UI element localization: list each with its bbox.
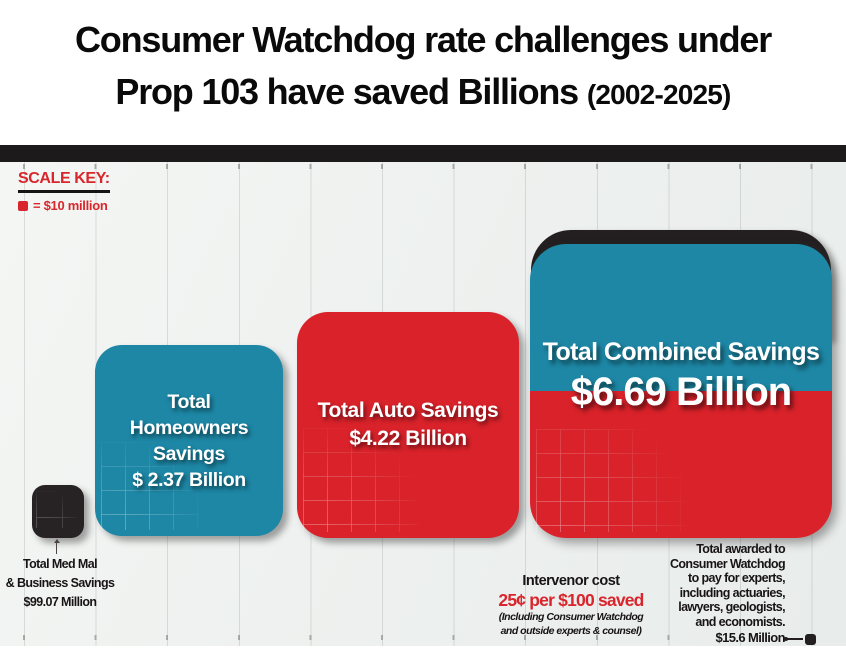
square-auto: Total Auto Savings $4.22 Billion	[297, 312, 519, 538]
auto-label-line: Total Auto Savings	[317, 399, 499, 422]
mini-square-icon	[805, 634, 816, 646]
combined-teal-segment	[530, 244, 832, 391]
awarded-note-line: and economists.	[695, 614, 785, 629]
combined-label: Total Combined Savings $6.69 Billion	[530, 336, 832, 416]
scale-key-unit: = $10 million	[33, 198, 108, 213]
grid-pattern	[536, 429, 703, 532]
combined-body	[530, 244, 832, 538]
awarded-amount-row: $15.6 Million	[625, 629, 816, 646]
leader-arrow	[53, 539, 60, 554]
square-combined: Total Combined Savings $6.69 Billion	[530, 230, 832, 538]
chart-area: SCALE KEY: = $10 million Total Med Mal &…	[0, 162, 846, 646]
grid-pattern	[303, 428, 419, 532]
med-mal-label-line: Total Med Mal	[23, 557, 98, 571]
page-title-line-2: Prop 103 have saved Billions (2002-2025)	[0, 66, 846, 121]
scale-swatch-icon	[18, 200, 28, 211]
awarded-note: Total awarded to Consumer Watchdog to pa…	[625, 542, 816, 646]
axis-ticks-top	[0, 164, 846, 169]
scale-key-title: SCALE KEY:	[18, 170, 110, 193]
auto-label: Total Auto Savings $4.22 Billion	[297, 312, 519, 538]
awarded-note-line: to pay for experts,	[688, 571, 786, 586]
page-title-line-2-main: Prop 103 have saved Billions	[115, 71, 579, 112]
intervenor-highlight: 25¢ per $100 saved	[498, 590, 644, 610]
page-title-line-1: Consumer Watchdog rate challenges under	[75, 19, 772, 60]
axis-ticks-bottom	[0, 635, 846, 640]
grid-pattern	[101, 442, 199, 530]
square-homeowners: Total Homeowners Savings $ 2.37 Billion	[95, 345, 283, 536]
combined-label-line: Total Combined Savings	[542, 338, 820, 366]
combined-value: $6.69 Billion	[570, 370, 792, 414]
med-mal-label: Total Med Mal & Business Savings $99.07 …	[0, 555, 123, 612]
awarded-note-line: including actuaries,	[679, 585, 786, 600]
scale-key-row: = $10 million	[18, 198, 110, 213]
intervenor-note-line: (Including Consumer Watchdog	[498, 611, 644, 623]
page-title-period: (2002-2025)	[586, 79, 732, 110]
pointer-line	[784, 637, 803, 642]
med-mal-label-line: & Business Savings	[5, 576, 115, 590]
divider-bar	[0, 145, 846, 162]
homeowners-label: Total Homeowners Savings $ 2.37 Billion	[95, 345, 283, 536]
med-mal-label-line: $99.07 Million	[23, 595, 97, 609]
intervenor-note: Intervenor cost 25¢ per $100 saved (Incl…	[471, 573, 671, 638]
homeowners-label-line: Homeowners	[129, 416, 249, 439]
title-block: Consumer Watchdog rate challenges under …	[0, 14, 846, 121]
intervenor-title: Intervenor cost	[522, 573, 620, 589]
homeowners-label-line: Savings	[153, 442, 225, 465]
combined-red-segment	[530, 391, 832, 538]
auto-label-line: $4.22 Billion	[349, 427, 467, 450]
awarded-amount: $15.6 Million	[715, 629, 785, 645]
square-med-mal	[32, 485, 84, 538]
homeowners-label-line: $ 2.37 Billion	[132, 468, 246, 491]
awarded-note-line: lawyers, geologists,	[678, 600, 785, 615]
awarded-note-line: Consumer Watchdog	[669, 556, 786, 571]
awarded-note-line: Total awarded to	[696, 542, 785, 556]
scale-key: SCALE KEY: = $10 million	[18, 170, 110, 213]
grid-pattern	[36, 490, 78, 528]
intervenor-note-line: and outside experts & counsel)	[500, 624, 642, 637]
homeowners-label-line: Total	[167, 390, 211, 413]
